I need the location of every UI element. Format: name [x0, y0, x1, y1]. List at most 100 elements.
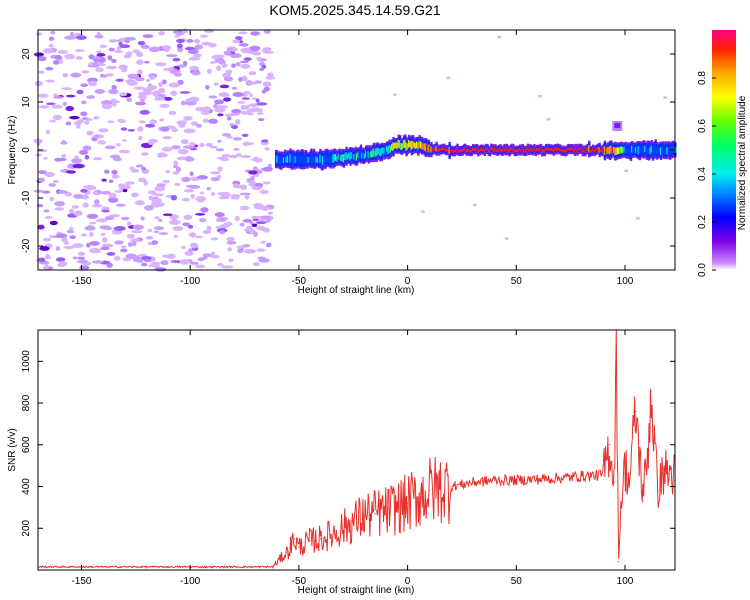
noise-speck: [33, 52, 45, 57]
track-core: [585, 147, 588, 152]
noise-speck: [83, 184, 96, 189]
track-core: [363, 153, 367, 159]
noise-speck: [202, 229, 212, 235]
noise-speck: [130, 238, 141, 243]
noise-speck: [241, 133, 249, 138]
track-core: [554, 147, 557, 151]
track-core: [440, 147, 444, 152]
track-core: [531, 148, 535, 153]
track-core: [642, 145, 646, 154]
noise-speck: [158, 31, 165, 36]
snr-xtick-label: 50: [511, 576, 523, 587]
noise-speck: [209, 254, 220, 259]
noise-speck: [146, 79, 151, 82]
noise-speck: [232, 183, 239, 189]
track-core: [603, 146, 607, 155]
track-core: [571, 147, 574, 151]
track-core: [417, 142, 420, 151]
track-core: [633, 146, 637, 153]
track-core: [491, 147, 494, 151]
noise-speck: [72, 243, 84, 248]
noise-speck: [125, 51, 133, 56]
noise-speck: [75, 56, 83, 60]
snr-point: [609, 444, 611, 446]
track-core: [398, 140, 402, 149]
noise-speck: [194, 44, 203, 50]
noise-speck: [188, 96, 200, 103]
noise-speck: [214, 58, 219, 63]
noise-speck: [61, 237, 68, 243]
noise-speck: [210, 171, 221, 175]
noise-speck: [262, 166, 273, 172]
noise-speck: [208, 95, 218, 99]
noise-speck: [188, 142, 196, 147]
noise-speck: [134, 76, 145, 82]
noise-speck: [137, 253, 148, 257]
noise-speck: [77, 256, 86, 260]
noise-speck: [243, 57, 252, 61]
noise-speck: [139, 109, 150, 115]
noise-speck: [227, 247, 233, 252]
noise-speck: [120, 66, 128, 73]
track-core: [588, 145, 591, 153]
track-core: [333, 153, 337, 162]
noise-speck: [220, 158, 230, 162]
noise-speck: [38, 257, 46, 262]
noise-speck: [195, 107, 206, 112]
noise-speck: [240, 63, 251, 69]
snr-point: [624, 465, 626, 467]
track-core: [577, 147, 581, 151]
noise-speck: [265, 76, 276, 80]
noise-speck: [223, 76, 234, 82]
colorbar-tick-label: 0.6: [697, 119, 708, 133]
noise-speck: [86, 130, 94, 136]
chart-title: KOM5.2025.345.14.59.G21: [269, 2, 440, 18]
noise-speck: [202, 256, 208, 260]
track-core: [324, 154, 327, 164]
noise-speck: [65, 121, 72, 126]
track-core: [404, 139, 407, 149]
spectrogram-xlabel: Height of straight line (km): [298, 285, 415, 296]
track-core: [445, 148, 449, 152]
track-core: [634, 147, 638, 154]
track-core: [381, 147, 385, 154]
noise-speck: [172, 214, 179, 218]
spectrogram-xtick-label: 100: [617, 276, 634, 287]
snr-point: [537, 478, 539, 480]
noise-speck: [148, 264, 160, 268]
snr-point: [472, 481, 474, 483]
noise-speck: [125, 79, 136, 84]
track-core: [534, 149, 537, 153]
noise-speck: [138, 135, 143, 141]
noise-speck: [234, 215, 240, 222]
track-core: [297, 154, 300, 162]
track-core: [598, 146, 601, 153]
snr-point: [396, 506, 398, 508]
noise-speck: [84, 225, 96, 231]
track-core: [578, 147, 582, 151]
track-core: [465, 149, 468, 153]
noise-speck: [80, 83, 88, 88]
noise-speck: [131, 229, 143, 234]
noise-speck: [105, 73, 114, 77]
snr-point: [602, 474, 604, 476]
noise-speck: [239, 222, 245, 227]
snr-point: [620, 506, 622, 508]
noise-speck: [420, 210, 425, 213]
noise-speck: [173, 164, 178, 169]
noise-speck: [183, 116, 193, 121]
noise-speck: [472, 203, 477, 207]
noise-speck: [57, 50, 69, 54]
noise-speck: [263, 227, 271, 233]
track-core: [484, 147, 488, 151]
noise-speck: [38, 170, 47, 175]
track-core: [619, 146, 622, 155]
track-core: [396, 142, 399, 150]
noise-speck: [241, 75, 248, 82]
noise-speck: [153, 97, 166, 101]
track-core: [298, 156, 301, 164]
noise-speck: [108, 179, 114, 183]
noise-speck: [99, 44, 107, 49]
track-core: [411, 140, 415, 149]
noise-speck: [191, 71, 201, 76]
